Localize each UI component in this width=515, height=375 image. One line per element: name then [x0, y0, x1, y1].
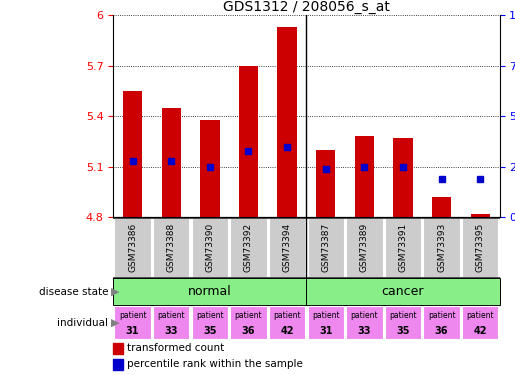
Bar — [153, 218, 190, 277]
Bar — [162, 108, 181, 218]
Bar — [462, 306, 499, 339]
Bar — [113, 343, 123, 354]
Text: 36: 36 — [435, 326, 449, 336]
Bar — [423, 218, 460, 277]
Text: patient: patient — [119, 311, 146, 320]
Text: 31: 31 — [126, 326, 140, 336]
Text: patient: patient — [312, 311, 339, 320]
Text: cancer: cancer — [382, 285, 424, 298]
Text: GSM73386: GSM73386 — [128, 223, 137, 272]
Bar — [346, 306, 383, 339]
Bar — [316, 150, 335, 217]
Text: GSM73391: GSM73391 — [399, 223, 407, 272]
Text: GSM73389: GSM73389 — [360, 223, 369, 272]
Text: GSM73392: GSM73392 — [244, 223, 253, 272]
Bar — [114, 306, 151, 339]
Bar — [346, 218, 383, 277]
Bar — [393, 138, 413, 218]
Bar — [230, 306, 267, 339]
Text: patient: patient — [351, 311, 378, 320]
Text: transformed count: transformed count — [127, 343, 224, 353]
Text: GSM73388: GSM73388 — [167, 223, 176, 272]
Title: GDS1312 / 208056_s_at: GDS1312 / 208056_s_at — [223, 0, 390, 14]
Text: disease state: disease state — [39, 286, 108, 297]
Text: patient: patient — [428, 311, 455, 320]
Bar — [113, 358, 123, 370]
Text: individual: individual — [57, 318, 108, 327]
Text: patient: patient — [158, 311, 185, 320]
Bar — [471, 214, 490, 217]
Bar — [385, 306, 421, 339]
Text: 42: 42 — [473, 326, 487, 336]
Bar — [269, 218, 305, 277]
Bar — [123, 91, 142, 218]
Text: GSM73390: GSM73390 — [205, 223, 214, 272]
Bar — [239, 66, 258, 218]
Bar — [114, 218, 151, 277]
Text: patient: patient — [273, 311, 301, 320]
Text: 33: 33 — [164, 326, 178, 336]
Text: GSM73395: GSM73395 — [476, 223, 485, 272]
Text: 35: 35 — [396, 326, 410, 336]
Text: normal: normal — [188, 285, 232, 298]
Bar — [269, 306, 305, 339]
Bar — [306, 278, 500, 305]
Text: GSM73393: GSM73393 — [437, 223, 446, 272]
Text: 35: 35 — [203, 326, 217, 336]
Text: 33: 33 — [357, 326, 371, 336]
Bar — [192, 306, 228, 339]
Bar — [307, 218, 344, 277]
Bar — [423, 306, 460, 339]
Text: 31: 31 — [319, 326, 333, 336]
Text: ▶: ▶ — [111, 286, 119, 297]
Bar — [192, 218, 228, 277]
Text: GSM73394: GSM73394 — [283, 223, 291, 272]
Bar — [385, 218, 421, 277]
Text: 36: 36 — [242, 326, 255, 336]
Text: 42: 42 — [280, 326, 294, 336]
Bar — [153, 306, 190, 339]
Text: percentile rank within the sample: percentile rank within the sample — [127, 359, 303, 369]
Text: ▶: ▶ — [111, 318, 119, 327]
Bar — [432, 197, 451, 217]
Text: patient: patient — [196, 311, 224, 320]
Bar — [355, 136, 374, 218]
Bar — [230, 218, 267, 277]
Text: GSM73387: GSM73387 — [321, 223, 330, 272]
Bar — [113, 278, 306, 305]
Bar — [278, 27, 297, 218]
Text: patient: patient — [389, 311, 417, 320]
Text: patient: patient — [467, 311, 494, 320]
Bar — [307, 306, 344, 339]
Text: patient: patient — [235, 311, 262, 320]
Bar — [462, 218, 499, 277]
Bar — [200, 120, 219, 218]
